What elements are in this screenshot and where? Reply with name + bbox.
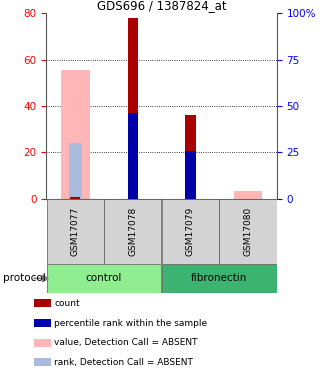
Bar xyxy=(128,113,138,199)
Text: rank, Detection Call = ABSENT: rank, Detection Call = ABSENT xyxy=(54,358,193,367)
Text: GSM17078: GSM17078 xyxy=(128,207,137,256)
Bar xyxy=(35,319,51,327)
Bar xyxy=(35,358,51,366)
Text: control: control xyxy=(86,273,122,284)
Bar xyxy=(69,143,82,199)
Bar xyxy=(70,197,80,199)
Text: GSM17080: GSM17080 xyxy=(244,207,252,256)
Bar xyxy=(104,199,161,264)
Text: count: count xyxy=(54,299,80,308)
Bar xyxy=(234,190,262,199)
Bar xyxy=(162,264,276,292)
Bar xyxy=(35,339,51,346)
Bar xyxy=(185,152,196,199)
Bar xyxy=(185,115,196,199)
Text: GSM17079: GSM17079 xyxy=(186,207,195,256)
Bar xyxy=(61,70,90,199)
Bar xyxy=(35,299,51,307)
Text: protocol: protocol xyxy=(3,273,46,284)
Text: percentile rank within the sample: percentile rank within the sample xyxy=(54,318,207,327)
Bar xyxy=(220,199,276,264)
Bar xyxy=(47,199,104,264)
Text: value, Detection Call = ABSENT: value, Detection Call = ABSENT xyxy=(54,338,198,347)
Text: GSM17077: GSM17077 xyxy=(71,207,80,256)
Text: fibronectin: fibronectin xyxy=(191,273,247,284)
Bar xyxy=(162,199,219,264)
Bar xyxy=(128,18,138,199)
Title: GDS696 / 1387824_at: GDS696 / 1387824_at xyxy=(97,0,227,12)
Bar xyxy=(47,264,161,292)
